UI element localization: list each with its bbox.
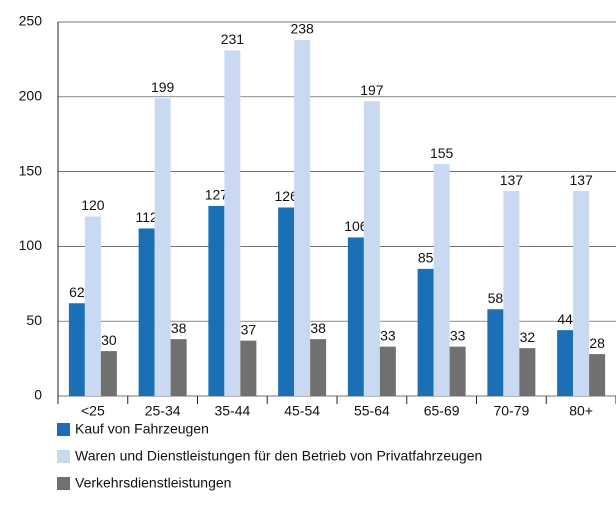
value-label: 238 [290, 21, 314, 37]
bar [573, 191, 590, 396]
x-tick-label: 45-54 [284, 403, 320, 419]
value-label: 37 [241, 321, 257, 337]
legend-swatch [57, 423, 70, 436]
value-label: 44 [557, 311, 573, 327]
bar [310, 339, 327, 396]
y-tick-label: 250 [19, 13, 43, 29]
bar [170, 339, 187, 396]
bar [519, 348, 536, 396]
bar [208, 206, 225, 396]
bar [84, 216, 101, 396]
bar [240, 340, 257, 396]
bar [449, 346, 466, 396]
value-label: 33 [450, 327, 466, 343]
legend-swatch [57, 450, 70, 463]
value-label: 155 [430, 145, 454, 161]
value-label: 120 [81, 197, 105, 213]
x-tick-label: 55-64 [354, 403, 390, 419]
x-tick-label: 35-44 [214, 403, 250, 419]
bar [379, 346, 396, 396]
legend-label: Waren und Dienstleistungen für den Betri… [75, 448, 482, 464]
bar [278, 207, 295, 396]
x-tick-label: 80+ [569, 403, 593, 419]
bar [363, 101, 380, 397]
value-label: 33 [380, 327, 396, 343]
value-label: 85 [418, 250, 434, 266]
value-label: 32 [520, 329, 536, 345]
value-label: 137 [569, 172, 593, 188]
value-label: 231 [221, 31, 245, 47]
value-label: 197 [360, 82, 384, 98]
value-label: 199 [151, 79, 175, 95]
value-label: 58 [488, 290, 504, 306]
bar [68, 303, 85, 396]
bar [487, 309, 504, 396]
value-label: 126 [274, 188, 298, 204]
x-tick-label: 70-79 [493, 403, 529, 419]
bar [347, 237, 364, 396]
value-label: 106 [344, 218, 368, 234]
value-label: 137 [500, 172, 524, 188]
value-label: 62 [69, 284, 85, 300]
bar [294, 39, 311, 397]
y-tick-label: 200 [19, 88, 43, 104]
x-tick-label: 25-34 [145, 403, 181, 419]
bar [224, 50, 241, 396]
x-tick-label: 65-69 [424, 403, 460, 419]
bar [417, 268, 434, 396]
value-label: 38 [310, 320, 326, 336]
x-tick-label: <25 [81, 403, 105, 419]
legend-swatch [57, 477, 70, 490]
bar [138, 228, 155, 396]
value-label: 38 [171, 320, 187, 336]
y-tick-label: 50 [26, 312, 42, 328]
bar [589, 354, 606, 396]
legend-label: Kauf von Fahrzeugen [75, 421, 209, 437]
value-label: 30 [101, 332, 117, 348]
bar [154, 98, 171, 397]
value-label: 112 [135, 209, 158, 225]
y-tick-label: 100 [19, 237, 43, 253]
value-label: 127 [205, 187, 229, 203]
legend-label: Verkehrsdienstleistungen [75, 475, 231, 491]
y-tick-label: 0 [34, 387, 42, 403]
bar [100, 351, 117, 396]
value-label: 28 [589, 335, 605, 351]
bar [557, 330, 574, 396]
bar [433, 164, 450, 396]
bar [503, 191, 520, 396]
y-tick-label: 150 [19, 162, 43, 178]
